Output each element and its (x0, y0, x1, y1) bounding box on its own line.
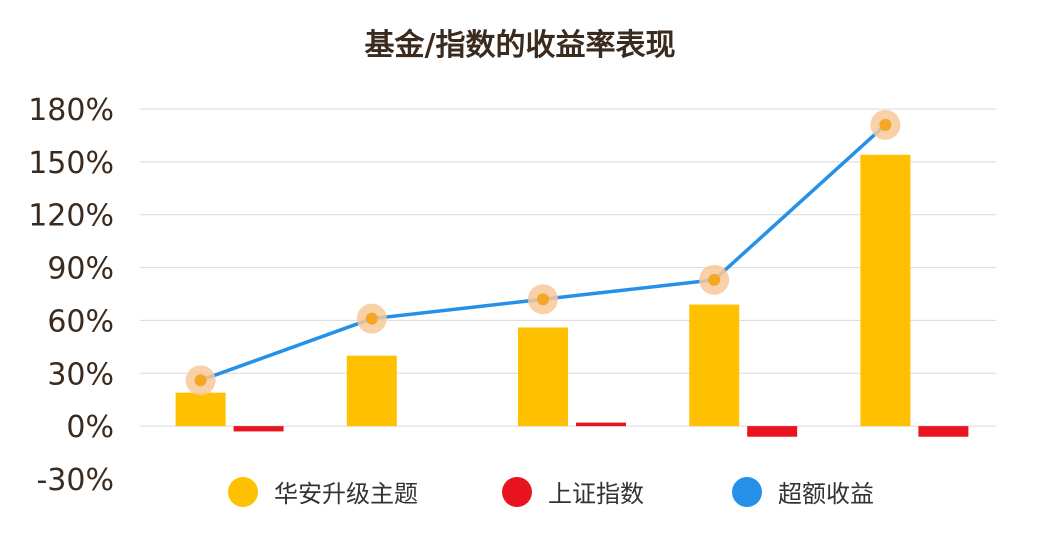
legend-swatch-fund (228, 476, 258, 507)
point-excess (879, 118, 892, 131)
point-excess (194, 374, 207, 387)
bar-fund (860, 154, 911, 427)
legend: 华安升级主题 上证指数 超额收益 (0, 474, 1040, 514)
y-tick-label: 90% (47, 252, 114, 287)
y-tick-label: -30% (36, 463, 114, 498)
point-excess (537, 293, 549, 306)
legend-label-fund: 华安升级主题 (274, 480, 418, 508)
bar-fund (689, 304, 740, 427)
chart-title: 基金/指数的收益率表现 (354, 18, 686, 66)
point-excess (365, 312, 378, 325)
y-tick-label: 60% (47, 304, 114, 339)
chart-title-wrap: 基金/指数的收益率表现 (0, 18, 1040, 66)
bar-fund (518, 327, 568, 427)
legend-item-fund: 华安升级主题 (228, 474, 418, 509)
legend-label-excess: 超额收益 (778, 480, 874, 508)
y-tick-label: 150% (28, 146, 114, 181)
bar-index (918, 426, 969, 437)
y-tick-label: 0% (66, 410, 114, 445)
y-tick-label: 120% (28, 199, 114, 234)
bar-fund (175, 392, 226, 427)
legend-swatch-index (502, 476, 532, 507)
bar-index (576, 422, 626, 427)
bar-fund (346, 355, 397, 427)
y-tick-label: 30% (47, 357, 114, 392)
legend-label-index: 上证指数 (548, 480, 644, 508)
legend-swatch-excess (732, 476, 762, 507)
legend-item-excess: 超额收益 (732, 474, 874, 509)
legend-item-index: 上证指数 (502, 474, 644, 509)
bar-index (747, 426, 798, 437)
y-tick-label: 180% (28, 93, 114, 128)
point-excess (708, 273, 721, 286)
bar-index (233, 426, 284, 432)
